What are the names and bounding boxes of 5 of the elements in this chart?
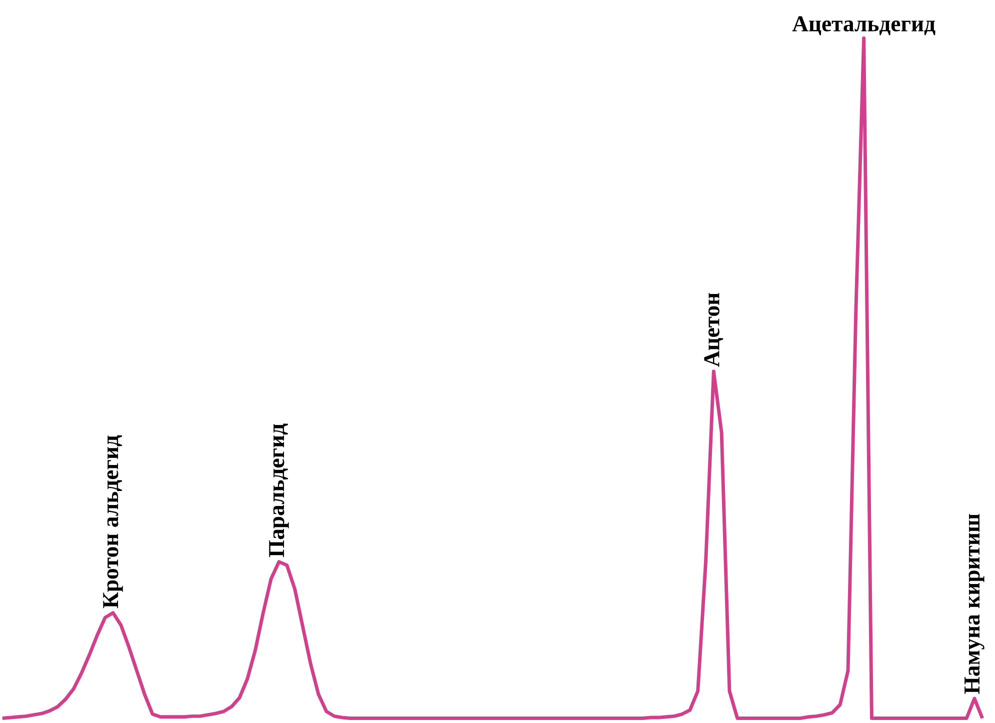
annotation: Паральдегид [269,424,289,558]
annotation: Ацетон [704,292,724,367]
annotation: Кротон альдегид [103,435,123,608]
annotation: Намуна киритиш [964,514,984,694]
text: Ацетальдегид [792,16,936,36]
